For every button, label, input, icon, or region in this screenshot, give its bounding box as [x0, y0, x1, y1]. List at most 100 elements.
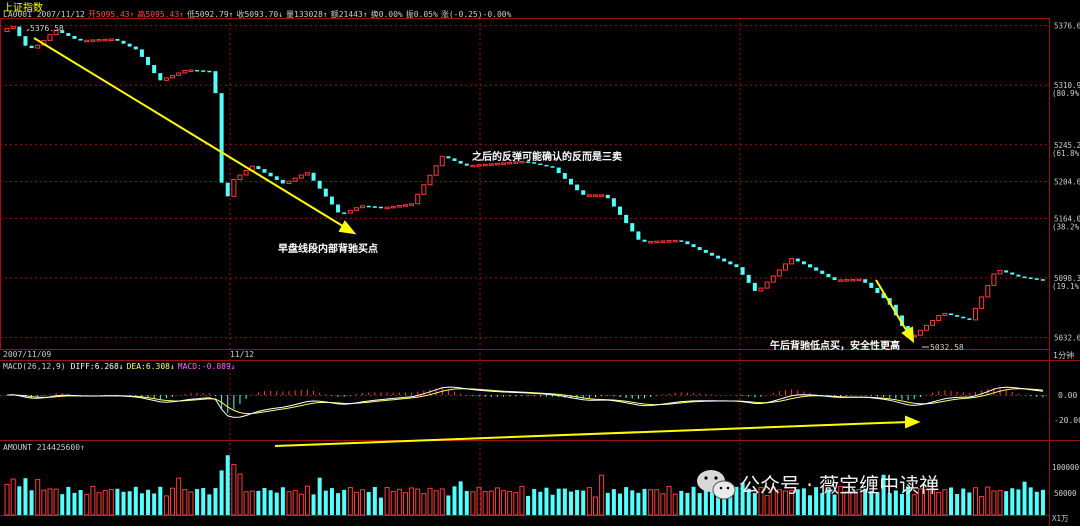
volume-bar-down [538, 491, 543, 515]
candle-up [182, 70, 188, 74]
candle-down [967, 318, 972, 320]
volume-bar-down [875, 492, 880, 515]
volume-bar-down [17, 486, 22, 515]
candle-down [329, 196, 334, 205]
candle-down [1028, 277, 1033, 279]
volume-tick-50000: 50000 [1054, 489, 1077, 498]
candle-down [691, 244, 696, 248]
candle-up [176, 72, 182, 76]
volume-bar-down [746, 488, 751, 515]
candle-down [544, 164, 549, 167]
candle-up [10, 26, 16, 29]
volume-bar-up [979, 496, 985, 516]
info-part: 量133028↑ [286, 10, 328, 19]
volume-bar-down [532, 489, 537, 515]
candle-down [801, 261, 806, 265]
volume-bar-up [47, 488, 53, 516]
volume-bar-down [728, 491, 733, 515]
volume-bar-up [292, 490, 298, 516]
candle-down [636, 231, 641, 240]
volume-bar-up [923, 489, 929, 516]
volume-bar-up [764, 495, 770, 516]
volume-bar-up [433, 490, 439, 516]
candle-down [280, 179, 285, 184]
candle-up [776, 269, 782, 277]
volume-bar-down [526, 495, 531, 515]
macd-tick-zero: 0.00 [1058, 391, 1077, 400]
candle-up [488, 163, 494, 166]
volume-bar-up [237, 473, 243, 516]
price-tick-label: 5204.6 [1054, 178, 1080, 187]
candle-down [274, 176, 279, 180]
price-tick-label: 5164.0 [1054, 214, 1080, 223]
macd-tick-neg20: -20.00 [1054, 416, 1080, 425]
candle-up [973, 307, 979, 321]
candle-down [881, 293, 886, 299]
date-mid: 11/12 [230, 350, 254, 359]
volume-bar-up [188, 491, 194, 516]
volume-bar-down [740, 482, 745, 515]
candle-down [336, 204, 341, 213]
macd-diff-value: DIFF:6.268↓ [71, 362, 124, 371]
volume-bar-up [672, 493, 678, 516]
volume-bar-down [262, 487, 267, 515]
candle-up [942, 312, 948, 317]
diff-line [7, 386, 1043, 418]
candle-down [618, 206, 623, 215]
candle-up [4, 27, 10, 33]
candle-down [29, 45, 34, 49]
volume-bar-down [691, 486, 696, 515]
volume-bar-up [476, 486, 482, 516]
volume-bar-down [716, 489, 721, 515]
candle-down [1016, 274, 1021, 277]
candle-up [409, 203, 415, 206]
volume-bar-down [23, 478, 28, 515]
volume-bar-up [850, 491, 856, 516]
volume-bar-up [384, 487, 390, 516]
volume-bar-down [544, 487, 549, 515]
candle-up [844, 279, 850, 282]
volume-bar-up [182, 489, 188, 516]
price-tick-label: 5098.3 [1054, 274, 1080, 283]
candle-down [201, 70, 206, 72]
volume-bar-down [581, 490, 586, 515]
candle-down [697, 247, 702, 250]
volume-bar-down [268, 490, 273, 515]
volume-bar-up [4, 483, 10, 516]
afternoon-arrowhead [901, 326, 915, 344]
volume-bar-down [575, 489, 580, 515]
volume-bar-down [869, 490, 874, 515]
fib-pct-label: (19.1%) [1052, 282, 1080, 291]
volume-bar-up [838, 486, 844, 516]
fib-pct-label: (80.9%) [1052, 89, 1080, 98]
volume-bar-up [347, 487, 353, 516]
candle-up [292, 177, 298, 182]
candle-down [624, 214, 629, 224]
volume-bar-up [666, 485, 672, 516]
info-part: 收5093.70↓ [236, 9, 283, 19]
candle-up [501, 162, 507, 165]
info-part: 额21443↑ [331, 9, 368, 19]
candle-up [979, 296, 985, 309]
info-part: 振0.05% [406, 9, 438, 19]
candle-down [562, 173, 567, 179]
volume-bar-down [366, 491, 371, 515]
volume-bar-down [685, 492, 690, 515]
candle-down [795, 258, 800, 262]
watermark-text: 公众号 · 薇宝缠中读禅 [740, 473, 939, 497]
period-label: 1分钟 [1053, 350, 1074, 360]
candle-up [353, 207, 359, 211]
candle-up [850, 278, 856, 282]
candle-up [396, 205, 402, 208]
candle-up [672, 239, 678, 243]
candle-down [60, 30, 65, 34]
candle-up [439, 155, 445, 167]
candle-down [526, 161, 531, 163]
candle-up [586, 194, 592, 197]
volume-bar-down [814, 487, 819, 515]
volume-bar-down [893, 490, 898, 515]
candle-down [808, 264, 813, 268]
volume-bar-up [35, 478, 41, 516]
volume-bar-down [127, 491, 132, 515]
candle-up [856, 278, 862, 282]
